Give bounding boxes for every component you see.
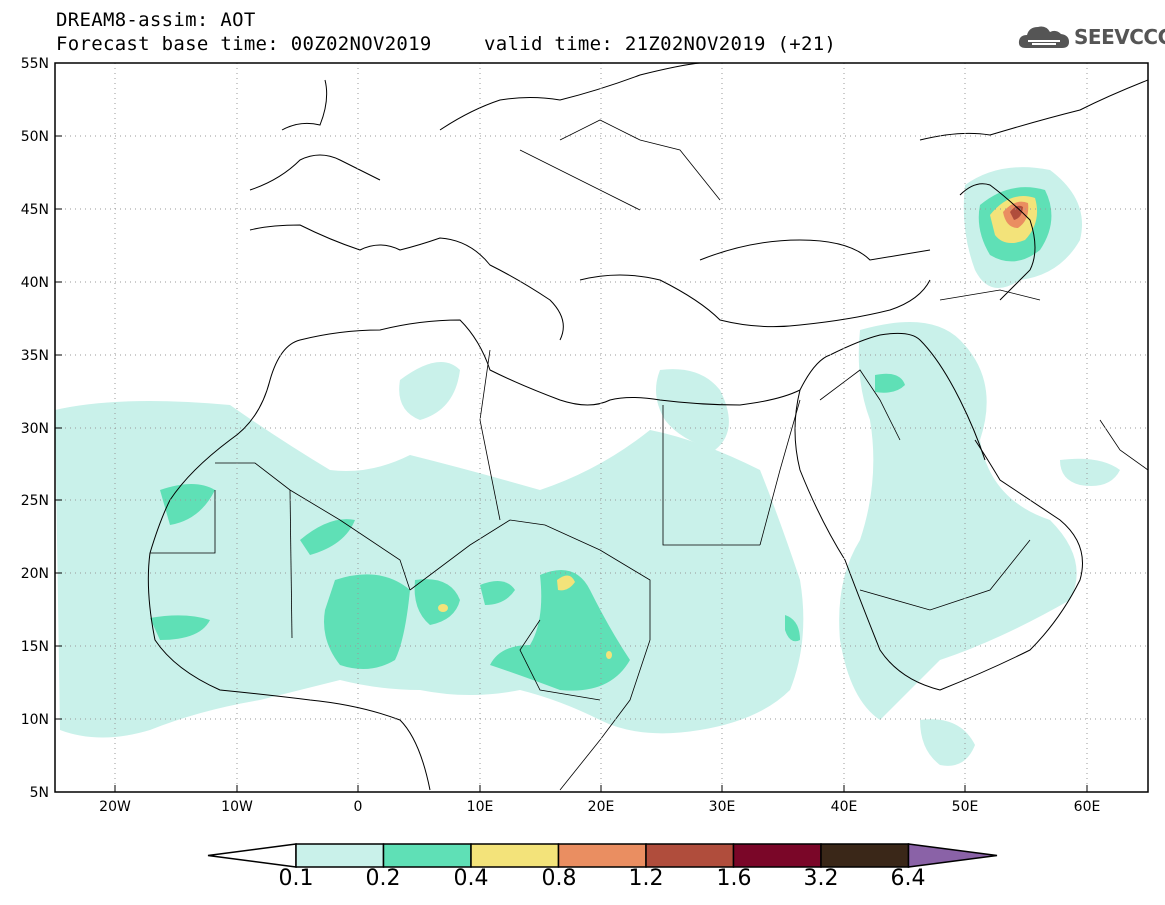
- lat-label: 15N: [21, 639, 49, 655]
- colorbar-label: 0.2: [365, 866, 401, 891]
- lon-label: 30E: [709, 799, 736, 815]
- lon-label: 20W: [99, 799, 131, 815]
- colorbar-label: 0.4: [453, 866, 489, 891]
- lat-label: 10N: [21, 712, 49, 728]
- colorbar-label: 6.4: [890, 866, 926, 891]
- latitude-labels: 55N 50N 45N 40N 35N 30N 25N 20N 15N 10N …: [21, 56, 49, 801]
- gridlines: [55, 63, 1148, 792]
- lat-label: 40N: [21, 275, 49, 291]
- lat-label: 30N: [21, 421, 49, 437]
- valid-time: valid time: 21Z02NOV2019 (+21): [484, 33, 837, 55]
- lat-label: 20N: [21, 566, 49, 582]
- colorbar-swatch: [557, 843, 647, 868]
- lon-label: 20E: [588, 799, 615, 815]
- lat-label: 55N: [21, 56, 49, 72]
- colorbar-swatch: [907, 843, 998, 868]
- lon-label: 10E: [467, 799, 494, 815]
- logo-text: SEEVCCC: [1074, 25, 1165, 49]
- lat-label: 35N: [21, 348, 49, 364]
- axis-ticks: [55, 62, 1088, 792]
- colorbar-label: 1.2: [628, 866, 664, 891]
- colorbar-swatch: [732, 843, 822, 868]
- colorbar-swatch: [207, 843, 297, 868]
- lon-label: 60E: [1074, 799, 1101, 815]
- seevccc-logo: SEEVCCC: [1018, 22, 1165, 52]
- colorbar-label: 1.6: [716, 866, 752, 891]
- lon-label: 40E: [831, 799, 858, 815]
- lat-label: 50N: [21, 129, 49, 145]
- colorbar-label: 0.1: [278, 866, 314, 891]
- cloud-icon: [1018, 26, 1069, 48]
- lon-label: 0: [354, 799, 363, 815]
- colorbar-label: 0.8: [541, 866, 577, 891]
- colorbar-swatch: [382, 843, 472, 868]
- map-title: DREAM8-assim: AOT: [56, 9, 256, 31]
- aot-band-1-2: [1010, 205, 1023, 220]
- colorbar-label: 3.2: [803, 866, 839, 891]
- coastlines: [147, 63, 1148, 791]
- colorbar-swatch: [820, 843, 910, 868]
- lat-label: 45N: [21, 202, 49, 218]
- lat-label: 5N: [30, 785, 49, 801]
- longitude-labels: 20W 10W 0 10E 20E 30E 40E 50E 60E: [99, 799, 1100, 815]
- lon-label: 50E: [952, 799, 979, 815]
- colorbar: [207, 843, 998, 868]
- colorbar-swatch: [645, 843, 735, 868]
- colorbar-swatch: [295, 843, 385, 868]
- lon-label: 10W: [221, 799, 253, 815]
- forecast-base-time: Forecast base time: 00Z02NOV2019: [56, 33, 432, 55]
- colorbar-swatch: [470, 843, 560, 868]
- country-borders: [150, 119, 1148, 791]
- lat-label: 25N: [21, 493, 49, 509]
- aot-fill-layer: [55, 63, 1148, 791]
